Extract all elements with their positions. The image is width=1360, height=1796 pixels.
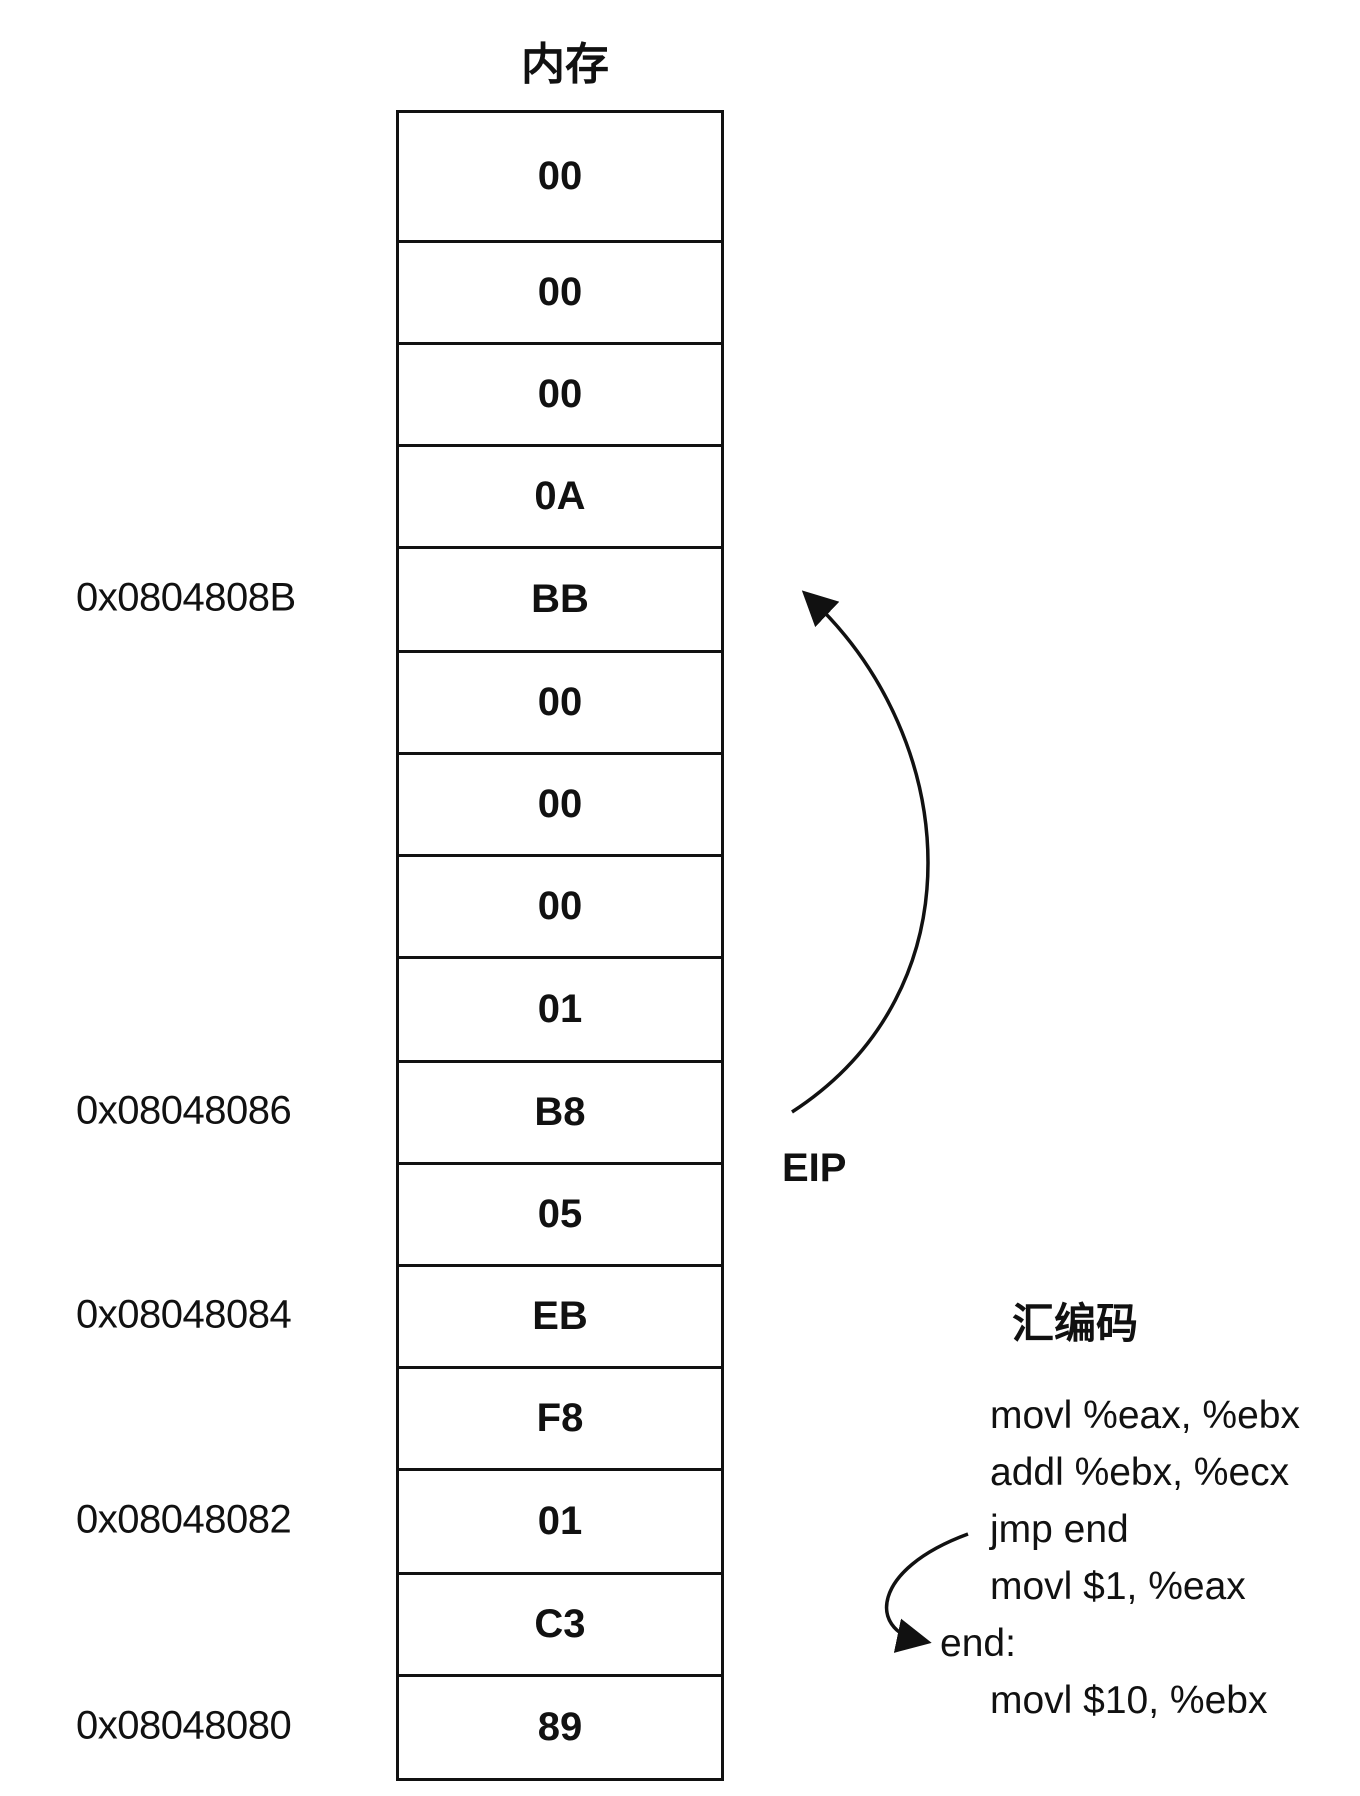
memory-cell: 00 (396, 650, 724, 755)
address-label: 0x08048080 (76, 1703, 292, 1748)
memory-cell: B8 (396, 1060, 724, 1165)
address-label: 0x08048084 (76, 1292, 292, 1337)
memory-cell: BB (396, 546, 724, 653)
assembly-line: addl %ebx, %ecx (990, 1451, 1290, 1494)
address-label: 0x0804808B (76, 575, 296, 620)
jmp-end-arrow (884, 1532, 969, 1653)
memory-cell: 00 (396, 752, 724, 857)
memory-cell: 00 (396, 110, 724, 243)
eip-label: EIP (782, 1146, 847, 1190)
assembly-line: movl %eax, %ebx (990, 1394, 1300, 1437)
address-label: 0x08048086 (76, 1088, 292, 1133)
assembly-title: 汇编码 (1012, 1299, 1139, 1348)
assembly-line: end: (940, 1622, 1016, 1665)
memory-cell: 00 (396, 854, 724, 959)
memory-cell: 00 (396, 240, 724, 345)
memory-title: 内存 (521, 39, 609, 90)
address-label: 0x08048082 (76, 1497, 292, 1542)
memory-cell: 05 (396, 1162, 724, 1267)
assembly-line: jmp end (990, 1508, 1129, 1551)
memory-cell: 89 (396, 1674, 724, 1781)
assembly-line: movl $1, %eax (990, 1565, 1246, 1608)
assembly-line: movl $10, %ebx (990, 1679, 1268, 1722)
eip-jump-arrow (791, 590, 930, 1114)
memory-cell: 01 (396, 956, 724, 1063)
